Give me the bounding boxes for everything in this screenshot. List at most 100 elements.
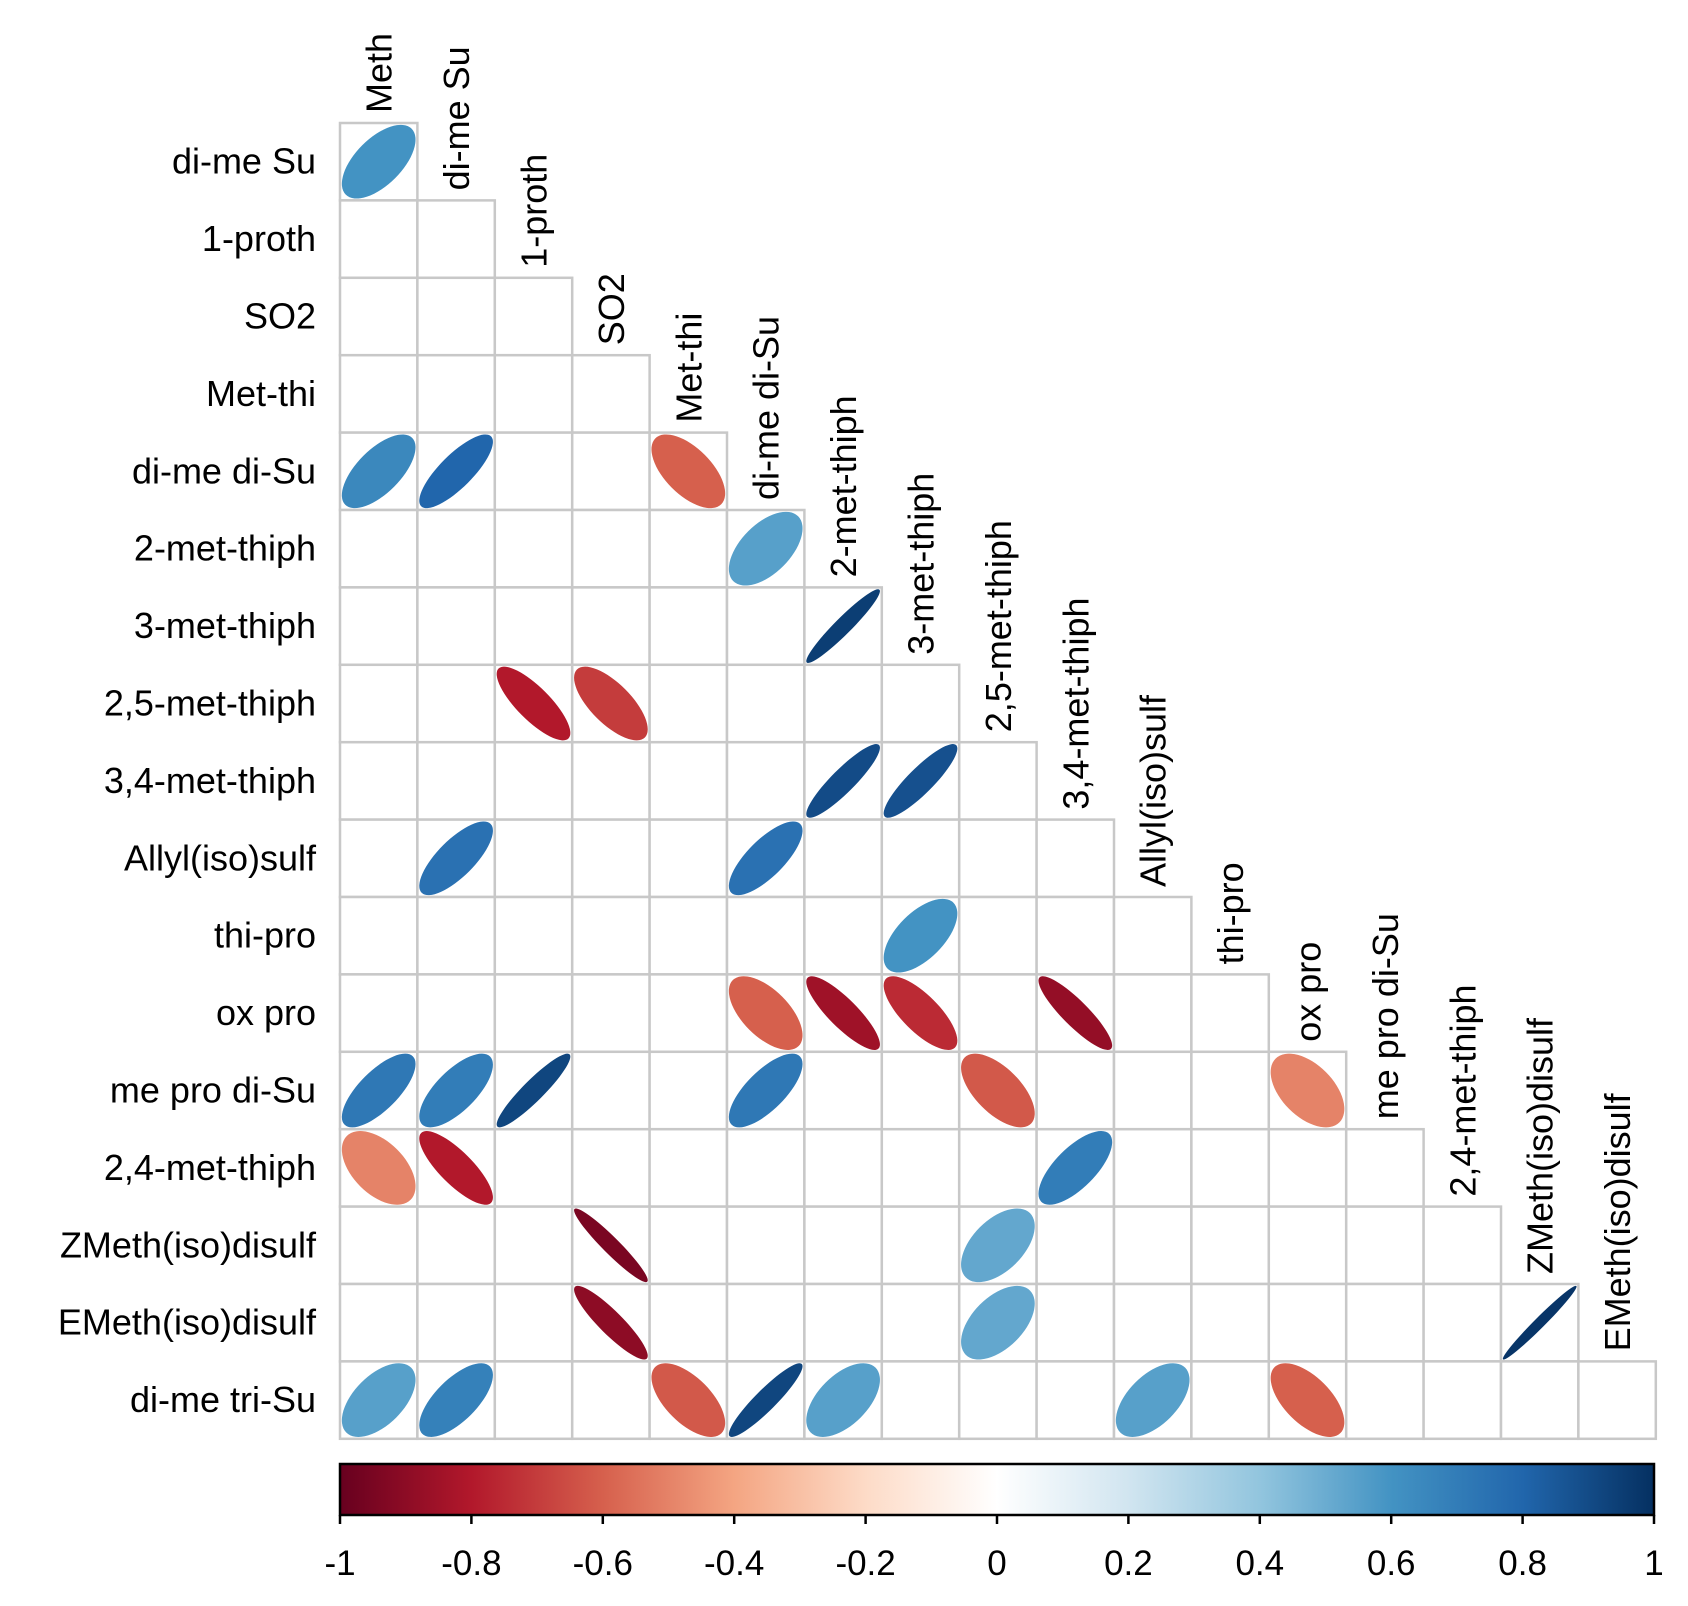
grid-cell [493,895,574,976]
correlation-ellipse [341,434,416,509]
correlation-ellipse [1038,1131,1113,1205]
grid-cell [570,973,651,1054]
grid-cell [648,818,729,899]
row-labels: di-me Su 1-proth SO2 Met-thi di-me di-Su 2-me… [58,141,317,1420]
grid-cell [880,663,961,744]
column-label: 2,5-met-thiph [978,520,1019,732]
column-label: 2-met-thiph [823,395,864,577]
grid-cell [338,973,419,1054]
grid-cell [803,1282,884,1363]
grid-cell [725,663,806,744]
grid-cell [803,663,884,744]
grid-cell [880,1127,961,1208]
row-label: 2,4-met-thiph [104,1147,316,1188]
grid-cell [493,1282,574,1363]
grid-cell [338,353,419,434]
column-label: di-me Su [436,46,477,190]
grid-cell [416,895,497,976]
correlation-ellipse [419,1363,493,1437]
grid-cell [1112,895,1193,976]
grid-cell [1499,1360,1580,1441]
grid-cell [1344,1205,1425,1286]
colorbar-tick-label: 0 [987,1544,1006,1583]
grid-cell [416,199,497,280]
column-label: di-me di-Su [746,316,787,500]
grid-cell [493,740,574,821]
grid-cell [957,818,1038,899]
grid-cell [648,1127,729,1208]
colorbar-tick-label: 0.6 [1367,1544,1416,1583]
grid-cell [416,740,497,821]
correlation-ellipse [1270,1363,1345,1437]
grid-cell [570,1360,651,1441]
colorbar-tick-label: -0.8 [441,1544,501,1583]
grid-cell [493,1360,574,1441]
correlation-ellipse [961,1285,1035,1360]
colorbar-tick-label: -0.4 [704,1544,764,1583]
grid-cell [338,276,419,357]
grid-cell [1035,1205,1116,1286]
grid-cell [957,1127,1038,1208]
grid-cell [570,895,651,976]
row-label: di-me di-Su [132,450,316,491]
correlation-ellipse [806,976,880,1050]
column-label: Met-thi [668,313,709,423]
grid-cell [880,1050,961,1131]
grid-cell [725,895,806,976]
grid-cell [957,740,1038,821]
grid-cell [1344,1127,1425,1208]
correlation-ellipse [806,744,880,818]
grid-cell [493,818,574,899]
correlation-ellipse [496,666,571,741]
grid-cell [493,508,574,589]
row-label: thi-pro [214,915,316,956]
column-label: SO2 [591,273,632,345]
column-label: 1-proth [514,154,555,268]
grid-cell [725,1282,806,1363]
grid-cell [725,586,806,667]
correlation-ellipse [341,1053,416,1128]
grid-cell [416,973,497,1054]
grid-cell [1190,1282,1271,1363]
grid-cell [1035,818,1116,899]
grid-cell [880,818,961,899]
correlation-ellipse [419,1053,493,1128]
row-label: di-me tri-Su [130,1379,316,1420]
grid-cell [648,1282,729,1363]
grid-cell [416,586,497,667]
correlation-ellipse [728,511,803,586]
grid-cell [1344,1360,1425,1441]
column-label: Meth [359,33,400,113]
grid-cell [1344,1282,1425,1363]
grid-cell [1422,1205,1503,1286]
correlation-ellipse [651,434,726,509]
grid-cell [1190,973,1271,1054]
row-label: EMeth(iso)disulf [58,1302,317,1343]
correlation-ellipse [728,1363,803,1437]
grid-cell [648,1205,729,1286]
grid-cell [416,663,497,744]
row-label: 2,5-met-thiph [104,683,316,724]
row-label: me pro di-Su [110,1070,316,1111]
row-label: di-me Su [172,141,316,182]
column-label: ZMeth(iso)disulf [1520,1017,1561,1274]
grid-cell [416,276,497,357]
grid-cell [648,586,729,667]
grid-cell [957,973,1038,1054]
correlation-ellipse [574,1208,648,1283]
grid-cell [1267,1282,1348,1363]
grid-cell [1112,1282,1193,1363]
column-label: Allyl(iso)sulf [1133,694,1174,887]
correlation-ellipse [961,1053,1035,1128]
grid-cell [570,353,651,434]
grid-cell [570,1127,651,1208]
grid-cell [1035,895,1116,976]
grid-cell [1112,1127,1193,1208]
correlation-ellipse [806,589,880,663]
grid-cell [648,973,729,1054]
grid-cell [1190,1050,1271,1131]
colorbar-tick-label: -0.6 [573,1544,633,1583]
correlation-ellipse [883,976,958,1050]
grid-cell [1112,1050,1193,1131]
grid-cell [803,1205,884,1286]
